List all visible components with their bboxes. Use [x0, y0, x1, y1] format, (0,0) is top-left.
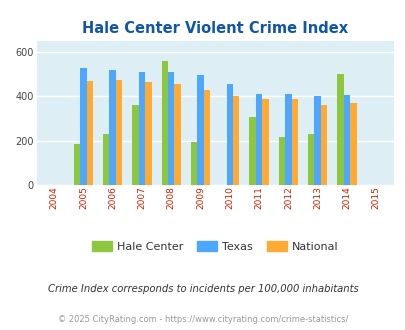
Text: Crime Index corresponds to incidents per 100,000 inhabitants: Crime Index corresponds to incidents per… [47, 284, 358, 294]
Bar [161, 61, 168, 185]
Bar [197, 76, 203, 185]
Bar [203, 90, 210, 185]
Bar [145, 82, 151, 185]
Bar [139, 72, 145, 185]
Bar [226, 84, 232, 185]
Bar [262, 99, 268, 185]
Bar [249, 117, 255, 185]
Bar [320, 105, 326, 185]
Bar [343, 95, 350, 185]
Title: Hale Center Violent Crime Index: Hale Center Violent Crime Index [82, 21, 347, 36]
Bar [74, 145, 80, 185]
Bar [314, 96, 320, 185]
Bar [80, 68, 86, 185]
Bar [232, 96, 239, 185]
Bar [190, 142, 197, 185]
Text: © 2025 CityRating.com - https://www.cityrating.com/crime-statistics/: © 2025 CityRating.com - https://www.city… [58, 315, 347, 324]
Bar [307, 134, 314, 185]
Bar [337, 74, 343, 185]
Bar [350, 103, 356, 185]
Bar [132, 105, 139, 185]
Legend: Hale Center, Texas, National: Hale Center, Texas, National [87, 236, 342, 256]
Bar [255, 94, 262, 185]
Bar [278, 137, 284, 185]
Bar [284, 94, 291, 185]
Bar [115, 80, 122, 185]
Bar [291, 99, 297, 185]
Bar [168, 72, 174, 185]
Bar [109, 70, 115, 185]
Bar [174, 84, 181, 185]
Bar [103, 134, 109, 185]
Bar [86, 81, 93, 185]
